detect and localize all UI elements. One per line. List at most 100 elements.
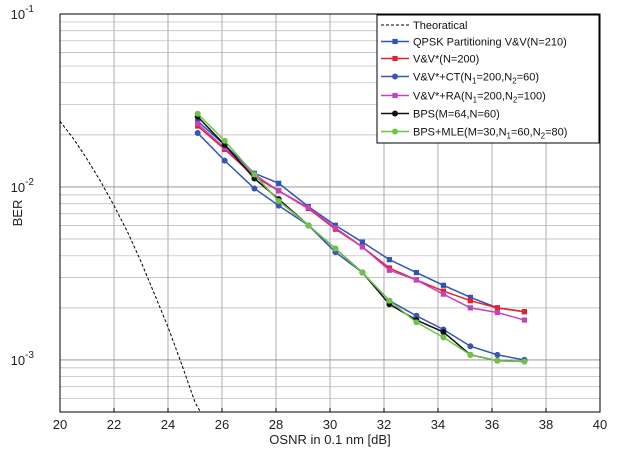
x-tick-label: 34 [431, 417, 445, 432]
series-2-point [440, 282, 446, 288]
legend-label-part: =200,N [476, 72, 512, 84]
series-5-point [494, 309, 500, 316]
series-7 [194, 110, 528, 365]
series-5-point [195, 121, 201, 127]
series-5 [195, 121, 527, 323]
series-7-point [413, 319, 420, 326]
series-2-point [276, 180, 282, 186]
legend-label-subscript: 2 [541, 132, 546, 141]
legend-label: Theoratical [413, 20, 467, 32]
series-3-point [494, 305, 500, 311]
legend-label-part: V&V*+RA(N [413, 91, 473, 103]
legend-label-part: =80) [545, 127, 567, 139]
legend-label-subscript: 2 [513, 96, 518, 105]
legend-item-5: V&V*+RA(N1=200,N2=100) [381, 91, 546, 105]
legend-label-part: QPSK Partitioning V&V(N=210) [413, 37, 567, 49]
series-5-line [197, 123, 525, 321]
series-2-point [467, 294, 473, 300]
series-7-point [494, 357, 501, 364]
series-3-line [197, 125, 525, 313]
series-5-point [222, 145, 228, 151]
series-7-point [332, 245, 339, 252]
series-3 [195, 123, 527, 315]
legend-item-3: V&V*(N=200) [381, 54, 479, 66]
legend-label: BPS+MLE(M=30,N1=60,N2=80) [413, 127, 567, 141]
x-tick-label: 40 [593, 417, 607, 432]
series-4-point [467, 343, 474, 350]
series-5-point [413, 277, 419, 283]
x-tick-label: 26 [215, 417, 229, 432]
series-7-point [440, 334, 447, 341]
x-tick-label: 36 [485, 417, 499, 432]
legend-label-subscript: 1 [473, 96, 478, 105]
x-tick-label: 38 [539, 417, 553, 432]
legend-label-part: BPS+MLE(M=30,N [413, 127, 507, 139]
legend-label-subscript: 1 [472, 77, 477, 86]
legend-label: QPSK Partitioning V&V(N=210) [413, 37, 567, 49]
series-3-point [440, 288, 446, 294]
legend-label: V&V*+RA(N1=200,N2=100) [413, 91, 546, 105]
legend-label-subscript: 1 [507, 132, 512, 141]
legend-label-part: V&V*+CT(N [413, 72, 472, 84]
legend-label-part: Theoratical [413, 20, 467, 32]
legend-label: BPS(M=64,N=60) [413, 109, 500, 121]
series-7-point [251, 171, 258, 178]
legend-label-part: =60) [517, 72, 539, 84]
axis-labels: OSNR in 0.1 nm [dB] BER [10, 200, 391, 447]
legend-swatch-marker [392, 38, 398, 45]
legend-label-part: =200,N [477, 91, 513, 103]
legend-swatch-marker [392, 92, 398, 99]
y-tick-base: 10 [11, 180, 25, 195]
legend-swatch-marker [392, 55, 398, 62]
x-tick-label: 24 [161, 417, 175, 432]
series-3-point [467, 298, 473, 304]
series-4-point [413, 312, 420, 319]
series-7-point [467, 351, 474, 358]
legend-label-subscript: 2 [512, 77, 517, 86]
y-axis-label: BER [10, 200, 25, 227]
series-2-point [413, 269, 419, 276]
series-7-point [221, 137, 228, 144]
series-6-point [440, 329, 447, 336]
series-4-point [275, 202, 282, 209]
legend-label-part: =100) [517, 91, 545, 103]
y-tick-base: 10 [11, 7, 25, 22]
series-1-line [59, 120, 201, 413]
series-5-point [359, 244, 365, 250]
legend: Theoratical QPSK Partitioning V&V(N=210) V… [376, 14, 600, 144]
legend-swatch-marker [392, 128, 398, 135]
y-tick-label: 10-3 [11, 350, 35, 368]
series-2-point [359, 239, 365, 245]
legend-label-part: =60,N [511, 127, 541, 139]
legend-item-7: BPS+MLE(M=30,N1=60,N2=80) [381, 127, 567, 141]
x-axis-label: OSNR in 0.1 nm [dB] [269, 432, 390, 447]
legend-label-part: BPS(M=64,N=60) [413, 109, 500, 121]
series-2 [195, 118, 527, 315]
series-7-point [359, 269, 366, 276]
x-tick-label: 32 [377, 417, 391, 432]
series-4-point [221, 157, 228, 164]
series-7-point [521, 358, 528, 365]
legend-box [376, 14, 600, 144]
legend-label: V&V*(N=200) [413, 54, 479, 66]
series-7-line [197, 113, 525, 363]
series-4-point [194, 130, 201, 137]
legend-item-2: QPSK Partitioning V&V(N=210) [381, 37, 567, 49]
series-5-point [305, 204, 311, 211]
series-5-point [386, 267, 392, 273]
series-7-point [305, 222, 312, 229]
y-tick-exponent: -1 [25, 4, 34, 15]
legend-swatch-marker [392, 73, 398, 80]
legend-item-6: BPS(M=64,N=60) [381, 109, 500, 121]
x-tick-label: 20 [53, 417, 67, 432]
series-7-point [194, 110, 201, 117]
series-4-point [251, 185, 258, 192]
series-5-point [276, 188, 282, 194]
y-tick-label: 10-1 [11, 4, 35, 22]
series-5-point [467, 305, 473, 311]
legend-item-1: Theoratical [381, 20, 467, 32]
series-3-point [521, 309, 527, 315]
series-1 [59, 120, 201, 413]
